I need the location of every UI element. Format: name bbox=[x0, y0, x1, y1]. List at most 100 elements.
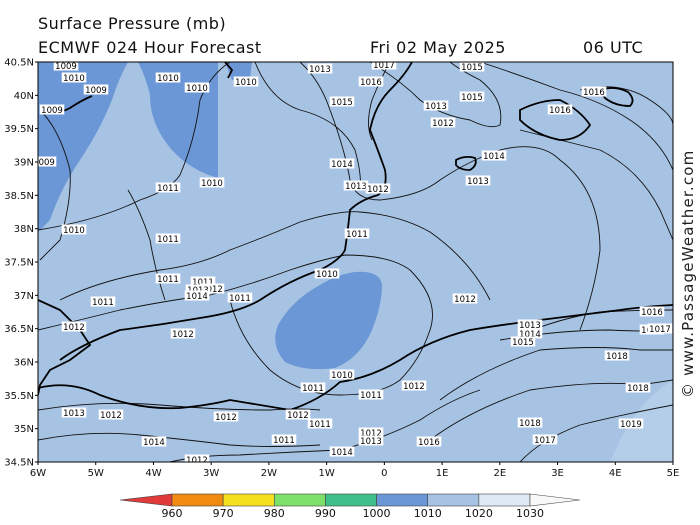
isobar-label: 1010 bbox=[233, 76, 259, 88]
isobar-label-bg bbox=[547, 104, 573, 115]
isobar-label: 1018 bbox=[517, 417, 543, 429]
isobar-line bbox=[299, 62, 601, 331]
isobar-label: 1011 bbox=[155, 273, 181, 285]
isobar-line bbox=[479, 62, 673, 171]
isobar-label: 1012 bbox=[285, 409, 311, 421]
isobar-label: 1012 bbox=[61, 321, 87, 333]
isobar-label: 1014 bbox=[141, 436, 167, 448]
legend-tick-label: 970 bbox=[213, 507, 234, 520]
isobar-label-bg bbox=[233, 76, 259, 87]
isobar-label-bg bbox=[141, 436, 167, 447]
isobar-label-bg bbox=[465, 175, 491, 186]
isobar-label-bg bbox=[639, 306, 665, 317]
isobar-label-bg bbox=[344, 228, 370, 239]
isobar-label-text: 1011 bbox=[92, 298, 114, 308]
isobar-label: 1014 bbox=[329, 158, 355, 170]
isobar-label-text: 1010 bbox=[331, 371, 353, 381]
isobar-label-text: 1017 bbox=[373, 61, 395, 71]
isobar-label-bg bbox=[423, 100, 449, 111]
isobar-label-bg bbox=[184, 454, 210, 462]
isobar-label-text: 1015 bbox=[461, 63, 483, 73]
isobar-label-bg bbox=[61, 321, 87, 332]
isobar-label-bg bbox=[185, 284, 211, 295]
lat-label: 37.5N bbox=[4, 258, 34, 269]
lat-label: 39N bbox=[14, 158, 34, 169]
isobar-label: 1009 bbox=[38, 156, 57, 168]
isobar-label-text: 1012 bbox=[215, 413, 237, 423]
legend-swatch bbox=[427, 493, 480, 507]
isobar-label-bg bbox=[38, 156, 57, 167]
isobar-label-text: 1011 bbox=[346, 230, 368, 240]
isobar-line bbox=[254, 62, 361, 191]
isobar-label: 1016 bbox=[547, 104, 573, 116]
isobar-label-bg bbox=[285, 409, 311, 420]
latitude-axis: 40.5N 40N 39.5N 39N 38.5N 38N 37.5N 37N 36.5N 36N… bbox=[4, 58, 38, 469]
isobar-label-text: 1014 bbox=[331, 160, 353, 170]
isobar-label-bg bbox=[517, 319, 543, 330]
isobar-label: 1010 bbox=[329, 369, 355, 381]
isobar-label: 1010 bbox=[155, 72, 181, 84]
isobar-label-text: 1011 bbox=[157, 184, 179, 194]
isobar-label-text: 1011 bbox=[302, 384, 324, 394]
isobar-label: 1013 bbox=[517, 319, 543, 331]
isobar-label-bg bbox=[61, 72, 87, 83]
isobar-label-text: 1013 bbox=[360, 437, 382, 447]
isobar-label-text: 1014 bbox=[186, 292, 208, 302]
isobar-label-text: 1011 bbox=[157, 275, 179, 285]
isobar-label: 1010 bbox=[184, 82, 210, 94]
isobar-label: 1011 bbox=[155, 182, 181, 194]
isobar-line bbox=[38, 254, 433, 381]
watermark: © www.PassageWeather.com bbox=[679, 150, 697, 398]
lon-label: 5E bbox=[667, 468, 680, 479]
isobar-label: 1015 bbox=[459, 91, 485, 103]
isobar-label: 1011 bbox=[300, 382, 326, 394]
isobar-label: 1018 bbox=[604, 350, 630, 362]
isobar-label-bg bbox=[604, 350, 630, 361]
menorca-coast bbox=[598, 87, 634, 107]
isobar-label-text: 1013 bbox=[425, 102, 447, 112]
legend-tick-label: 1010 bbox=[414, 507, 442, 520]
isobar-label-bg bbox=[170, 328, 196, 339]
isobar-label-bg bbox=[184, 290, 210, 301]
isobar-label-bg bbox=[307, 418, 333, 429]
isobar-label: 1015 bbox=[329, 96, 355, 108]
isobar-label: 1015 bbox=[510, 336, 536, 348]
lat-label: 34.5N bbox=[4, 458, 34, 469]
lon-label: 1W bbox=[319, 468, 335, 479]
isobar-label: 1012 bbox=[184, 454, 210, 462]
legend-tick-label: 960 bbox=[162, 507, 183, 520]
legend-swatch bbox=[273, 493, 326, 507]
legend-swatch bbox=[222, 493, 275, 507]
ibiza-coast bbox=[455, 155, 477, 171]
isobar-label-text: 1012 bbox=[63, 323, 85, 333]
legend-swatch bbox=[171, 493, 224, 507]
isobar-label: 1018 bbox=[625, 382, 651, 394]
isobar-label: 1012 bbox=[199, 283, 225, 295]
isobar-label-bg bbox=[358, 427, 384, 438]
isobar-label-text: 1009 bbox=[85, 86, 107, 96]
isobar-label-text: 1012 bbox=[403, 382, 425, 392]
isobar-label-text: 1013 bbox=[309, 65, 331, 75]
lat-label: 36N bbox=[14, 358, 34, 369]
isobar-label-bg bbox=[213, 411, 239, 422]
isobar-label-bg bbox=[581, 86, 607, 97]
isobar-label-text: 1013 bbox=[467, 177, 489, 187]
low-pressure-area-small bbox=[225, 62, 252, 80]
isobar-label-text: 1012 bbox=[172, 330, 194, 340]
isobar-label: 1017 bbox=[647, 323, 673, 335]
lon-label: 5W bbox=[88, 468, 104, 479]
legend-tick-label: 980 bbox=[264, 507, 285, 520]
lat-label: 39.5N bbox=[4, 124, 34, 135]
isobar-label-bg bbox=[61, 224, 87, 235]
chart-title: Surface Pressure (mb) bbox=[38, 14, 227, 33]
isobar-label-text: 1009 bbox=[41, 106, 63, 116]
watermark-text: © www.PassageWeather.com bbox=[679, 150, 697, 398]
low-pressure-area-alboran bbox=[275, 271, 382, 370]
isobar-label: 1014 bbox=[517, 328, 543, 340]
lat-label: 36.5N bbox=[4, 324, 34, 335]
isobar-label-text: 1012 bbox=[287, 411, 309, 421]
isobar-label-text: 1018 bbox=[627, 384, 649, 394]
isobar-label: 1012 bbox=[213, 411, 239, 423]
